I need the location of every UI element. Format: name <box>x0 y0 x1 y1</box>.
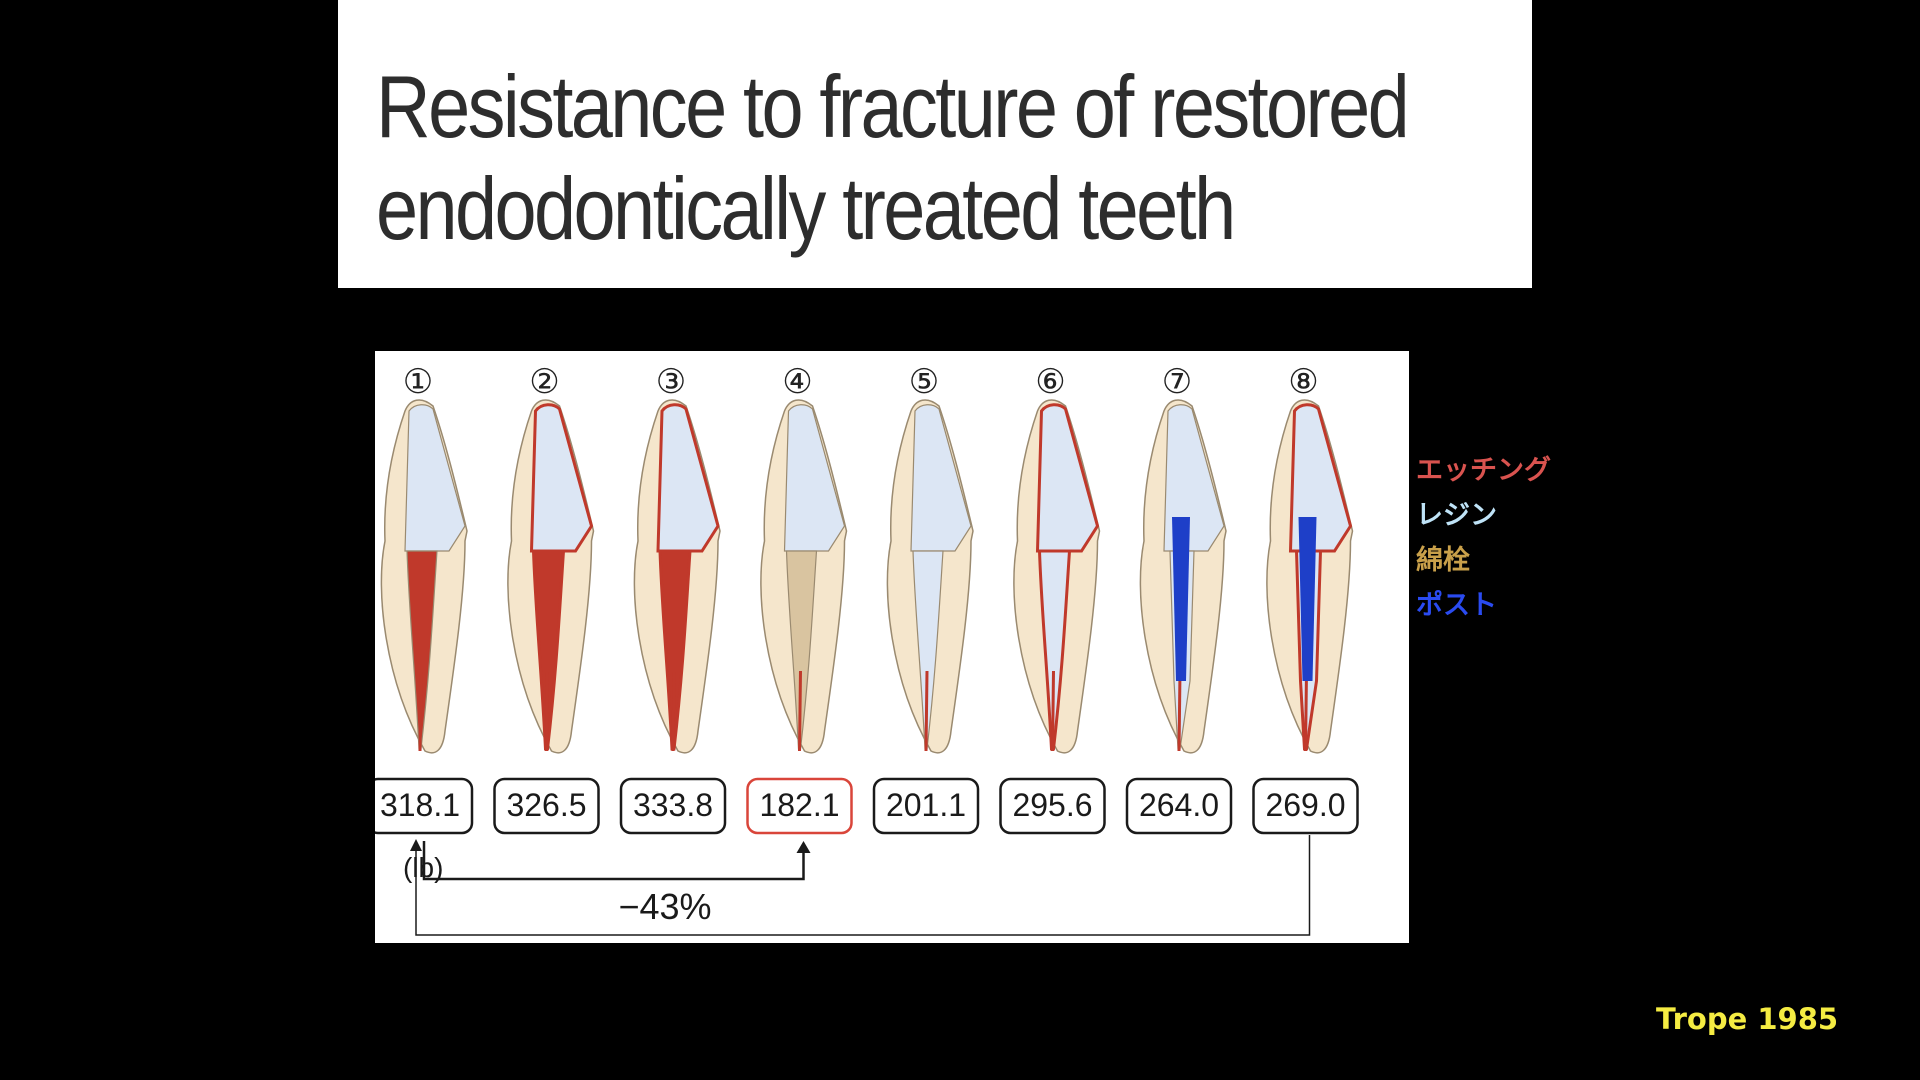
legend-item: ポスト <box>1416 590 1497 621</box>
citation: Trope 1985 <box>1656 1002 1839 1036</box>
arrow-head <box>410 839 422 851</box>
fracture-value-box <box>493 777 600 835</box>
apical-seal <box>1304 670 1308 752</box>
apical-seal <box>924 670 929 752</box>
legend-item: エッチング <box>1416 455 1551 486</box>
apical-seal <box>1051 670 1055 752</box>
fracture-value: 295.6 <box>1012 787 1092 823</box>
fracture-value: 264.0 <box>1139 787 1219 823</box>
teeth-illustration: ① 318.1 ② 326.5 ③ 333.8 ④ 182.1 ⑤ 201.1 ⑥ 295.6 ⑦ 264… <box>375 362 1359 936</box>
fracture-value-box <box>746 777 853 835</box>
crown-filling <box>1163 404 1225 552</box>
apical-seal <box>798 670 802 752</box>
comparison-bracket <box>422 841 805 881</box>
tooth-number: ② <box>529 362 559 402</box>
fracture-value-box <box>999 777 1106 835</box>
fracture-value: 333.8 <box>633 787 713 823</box>
legend-item: 綿栓 <box>1416 545 1470 576</box>
tooth-number: ④ <box>782 362 812 402</box>
crown-filling <box>656 403 720 553</box>
fracture-value-box <box>375 777 474 835</box>
crown-filling <box>783 404 846 552</box>
crown-filling <box>404 404 466 552</box>
title-panel: Resistance to fracture of restored endod… <box>338 0 1532 288</box>
fracture-value-box <box>1252 777 1359 835</box>
fracture-value: 182.1 <box>759 787 839 823</box>
fracture-value: 269.0 <box>1265 787 1345 823</box>
tooth-number: ⑤ <box>909 362 939 402</box>
apical-seal <box>418 670 423 752</box>
legend-item: レジン <box>1416 500 1497 531</box>
tooth-number: ③ <box>656 362 686 402</box>
crown-filling <box>1035 403 1100 553</box>
post <box>1172 517 1190 681</box>
fracture-value: 318.1 <box>380 787 460 823</box>
post <box>1298 517 1317 681</box>
fracture-value-box <box>619 777 727 835</box>
crown-filling <box>529 403 594 553</box>
fracture-value-box <box>872 777 980 835</box>
tooth-number: ⑦ <box>1162 362 1192 402</box>
teeth-figure: ① 318.1 ② 326.5 ③ 333.8 ④ 182.1 ⑤ 201.1 ⑥ 295.6 ⑦ 264… <box>375 351 1409 943</box>
fracture-value-box <box>1125 777 1233 835</box>
title-line-2: endodontically treated teeth <box>376 159 1236 258</box>
tooth-number: ① <box>403 362 433 402</box>
apical-seal <box>545 670 549 752</box>
comparison-label: −43% <box>618 886 711 927</box>
crown-filling <box>910 404 972 552</box>
apical-seal <box>671 670 676 752</box>
fracture-value: 326.5 <box>506 787 586 823</box>
title-line-1: Resistance to fracture of restored <box>376 57 1410 156</box>
apical-seal <box>1177 670 1182 752</box>
fracture-value: 201.1 <box>886 787 966 823</box>
arrow-head <box>796 841 811 853</box>
tooth-number: ⑧ <box>1288 362 1318 402</box>
crown-filling <box>1288 403 1353 553</box>
comparison-bracket-long <box>415 835 1311 936</box>
tooth-number: ⑥ <box>1035 362 1065 402</box>
material-legend: エッチングレジン綿栓ポスト <box>1416 448 1551 628</box>
